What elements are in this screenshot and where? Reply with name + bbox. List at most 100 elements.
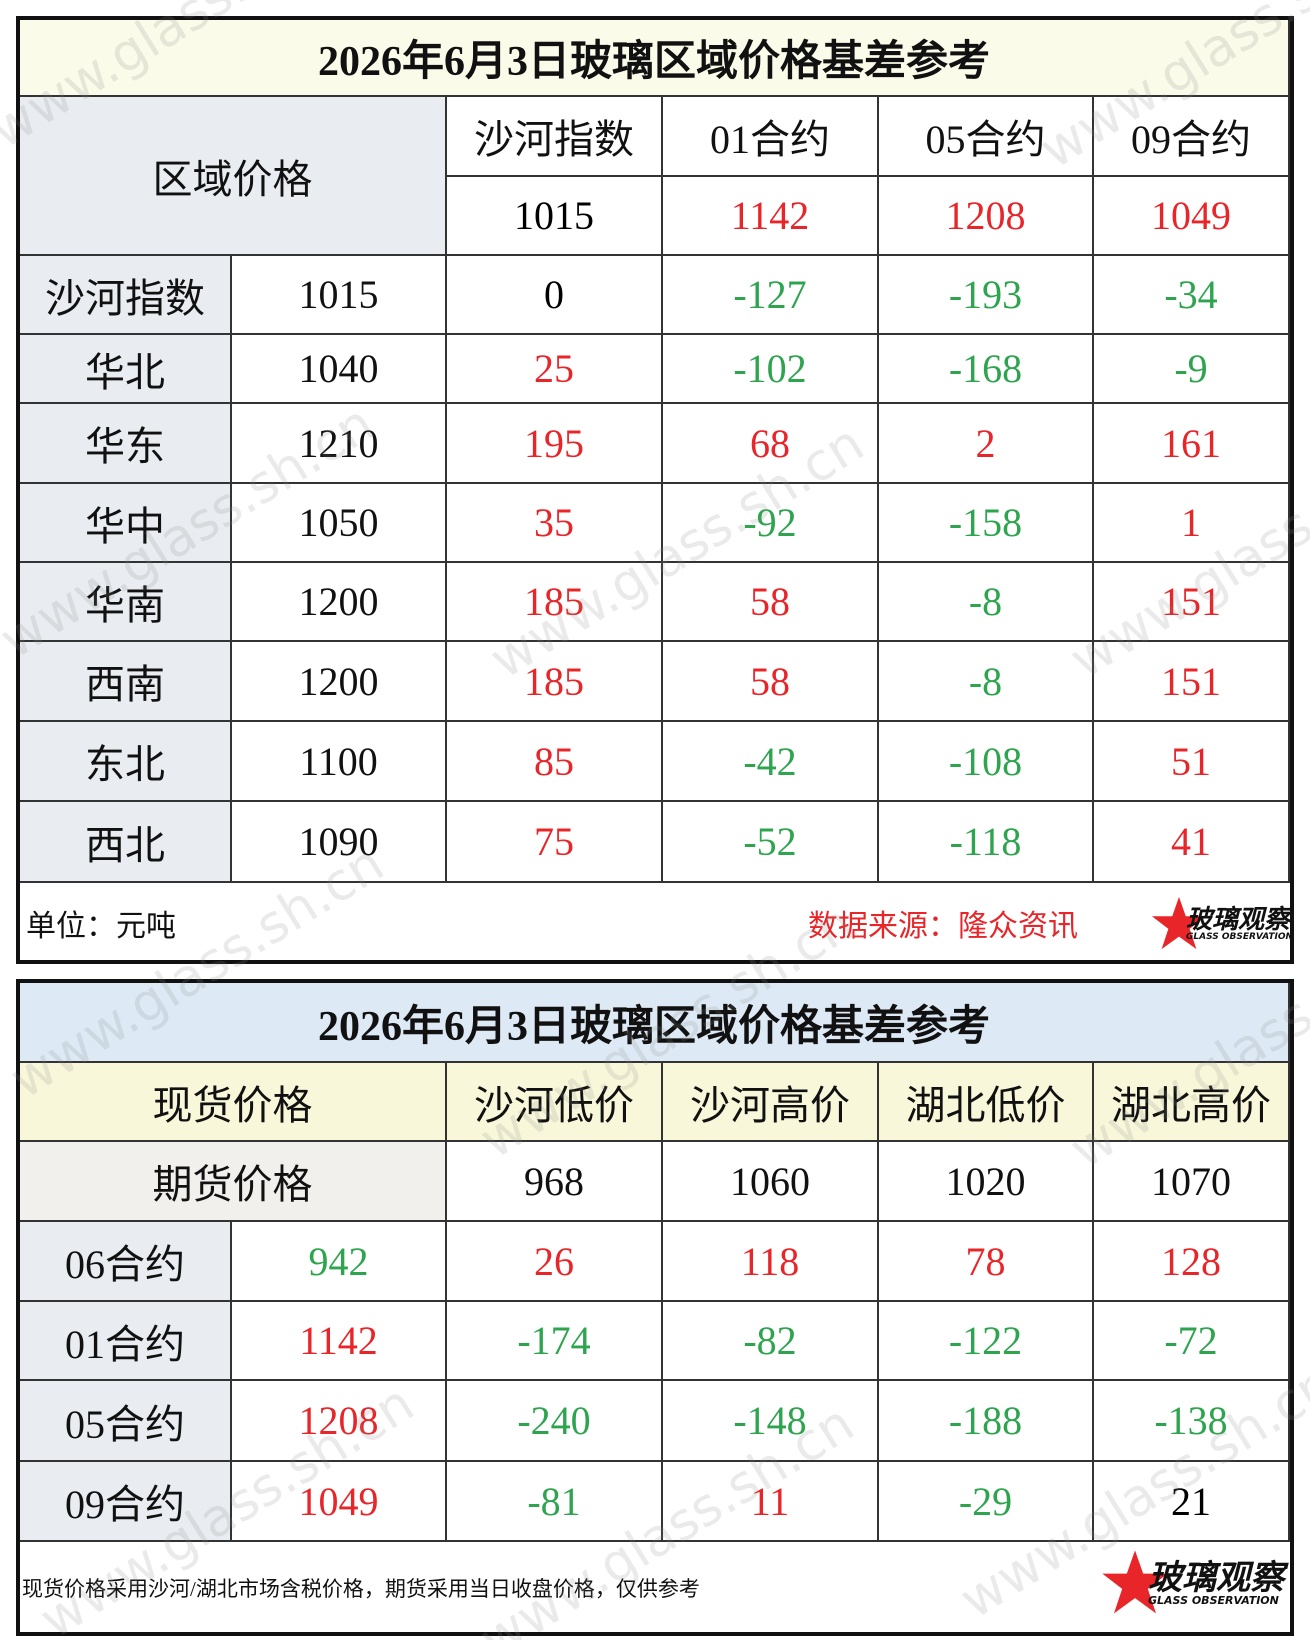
column-header: 09合约 [1094, 97, 1290, 177]
row-label: 东北 [20, 722, 232, 802]
region-price: 1200 [232, 642, 447, 722]
basis-value: -193 [879, 256, 1094, 335]
column-header: 01合约 [663, 97, 879, 177]
table-frame [16, 979, 1294, 1636]
futures-price: 1049 [232, 1462, 447, 1542]
unit-note: 单位：元吨 [26, 910, 176, 943]
basis-value: -188 [879, 1381, 1094, 1462]
table-frame [16, 16, 1294, 964]
basis-value: -9 [1094, 335, 1290, 404]
basis-value: -72 [1094, 1302, 1290, 1381]
basis-value: -82 [663, 1302, 879, 1381]
logo: 玻璃观察 GLASS OBSERVATION [1150, 895, 1293, 953]
basis-value: 85 [447, 722, 663, 802]
column-header: 05合约 [879, 97, 1094, 177]
region-price: 1090 [232, 802, 447, 883]
logo-title: 玻璃观察 [1148, 1557, 1284, 1598]
basis-value: 75 [447, 802, 663, 883]
basis-value: -240 [447, 1381, 663, 1462]
basis-value: 2 [879, 404, 1094, 484]
basis-value: 58 [663, 642, 879, 722]
header-value: 968 [447, 1142, 663, 1222]
futures-price: 942 [232, 1222, 447, 1302]
row-label: 05合约 [20, 1381, 232, 1462]
basis-value: -102 [663, 335, 879, 404]
logo-text: 玻璃观察 GLASS OBSERVATION [1148, 1561, 1284, 1606]
logo-subtitle: GLASS OBSERVATION [1186, 931, 1294, 942]
basis-value: 11 [663, 1462, 879, 1542]
logo: 玻璃观察 GLASS OBSERVATION [1100, 1548, 1284, 1618]
basis-value: -42 [663, 722, 879, 802]
region-price: 1100 [232, 722, 447, 802]
basis-value: 26 [447, 1222, 663, 1302]
column-header: 湖北低价 [879, 1063, 1094, 1142]
corner-header: 现货价格 [20, 1063, 447, 1142]
basis-value: 25 [447, 335, 663, 404]
basis-value: 58 [663, 563, 879, 642]
table-title: 2026年6月3日玻璃区域价格基差参考 [20, 983, 1290, 1063]
row-label: 西北 [20, 802, 232, 883]
region-price: 1210 [232, 404, 447, 484]
basis-value: 185 [447, 563, 663, 642]
basis-value: -174 [447, 1302, 663, 1381]
logo-subtitle: GLASS OBSERVATION [1148, 1593, 1279, 1607]
row-label: 06合约 [20, 1222, 232, 1302]
basis-value: -52 [663, 802, 879, 883]
basis-value: 161 [1094, 404, 1290, 484]
logo-text: 玻璃观察 GLASS OBSERVATION [1186, 907, 1293, 942]
header-value: 1020 [879, 1142, 1094, 1222]
basis-value: 0 [447, 256, 663, 335]
header-value: 1208 [879, 177, 1094, 256]
header-value: 1070 [1094, 1142, 1290, 1222]
row-label: 华东 [20, 404, 232, 484]
column-header: 湖北高价 [1094, 1063, 1290, 1142]
logo-star [1102, 1550, 1168, 1614]
region-price: 1040 [232, 335, 447, 404]
basis-value: 151 [1094, 563, 1290, 642]
basis-value: 78 [879, 1222, 1094, 1302]
sub-corner-header: 期货价格 [20, 1142, 447, 1222]
basis-value: 35 [447, 484, 663, 563]
basis-value: 21 [1094, 1462, 1290, 1542]
logo-star [1151, 896, 1207, 950]
basis-value: -29 [879, 1462, 1094, 1542]
corner-header: 区域价格 [20, 97, 447, 256]
basis-value: -168 [879, 335, 1094, 404]
basis-value: -122 [879, 1302, 1094, 1381]
basis-value: 41 [1094, 802, 1290, 883]
row-label: 华北 [20, 335, 232, 404]
basis-value: -127 [663, 256, 879, 335]
header-value: 1015 [447, 177, 663, 256]
source-note: 数据来源：隆众资讯 [808, 910, 1078, 943]
basis-value: -34 [1094, 256, 1290, 335]
column-header: 沙河低价 [447, 1063, 663, 1142]
basis-value: 151 [1094, 642, 1290, 722]
basis-value: -138 [1094, 1381, 1290, 1462]
column-header: 沙河指数 [447, 97, 663, 177]
table-title: 2026年6月3日玻璃区域价格基差参考 [20, 20, 1290, 97]
region-price: 1200 [232, 563, 447, 642]
header-value: 1060 [663, 1142, 879, 1222]
region-price: 1050 [232, 484, 447, 563]
basis-value: -8 [879, 642, 1094, 722]
futures-price: 1142 [232, 1302, 447, 1381]
basis-value: -158 [879, 484, 1094, 563]
row-label: 沙河指数 [20, 256, 232, 335]
header-value: 1049 [1094, 177, 1290, 256]
basis-value: -81 [447, 1462, 663, 1542]
logo-title: 玻璃观察 [1186, 904, 1291, 935]
basis-value: 68 [663, 404, 879, 484]
basis-value: 195 [447, 404, 663, 484]
footnote: 现货价格采用沙河/湖北市场含税价格，期货采用当日收盘价格，仅供参考 [22, 1577, 700, 1601]
futures-price: 1208 [232, 1381, 447, 1462]
basis-value: 185 [447, 642, 663, 722]
basis-value: -8 [879, 563, 1094, 642]
basis-value: -118 [879, 802, 1094, 883]
row-label: 西南 [20, 642, 232, 722]
column-header: 沙河高价 [663, 1063, 879, 1142]
basis-value: 1 [1094, 484, 1290, 563]
row-label: 华中 [20, 484, 232, 563]
basis-value: 118 [663, 1222, 879, 1302]
basis-value: -92 [663, 484, 879, 563]
